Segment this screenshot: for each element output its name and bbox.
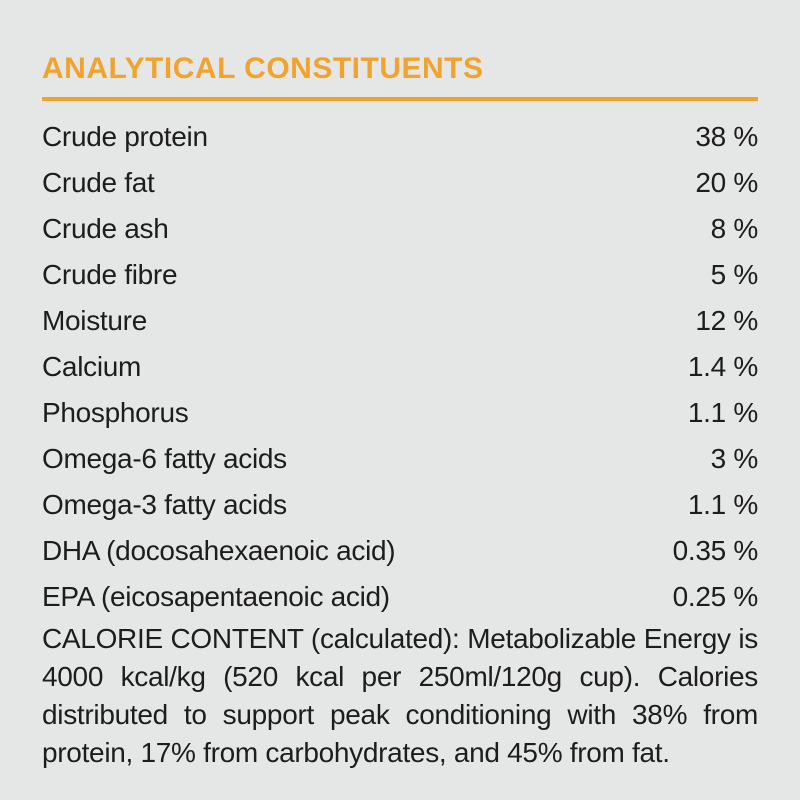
constituent-value: 8 % — [710, 213, 759, 244]
constituent-label: Crude fibre — [42, 259, 178, 290]
table-row: Crude ash 8 % — [42, 206, 758, 252]
constituent-label: DHA (docosahexaenoic acid) — [42, 535, 396, 566]
title-underline — [42, 97, 758, 101]
table-row: Omega-3 fatty acids 1.1 % — [42, 482, 758, 528]
table-row: Calcium 1.4 % — [42, 344, 758, 390]
constituent-value: 1.1 % — [687, 397, 758, 428]
constituents-table: Crude protein 38 % Crude fat 20 % Crude ash 8… — [42, 114, 758, 620]
constituent-value: 3 % — [710, 443, 759, 474]
constituent-value: 0.35 % — [672, 535, 759, 566]
table-row: Crude protein 38 % — [42, 114, 758, 160]
constituent-label: Omega-6 fatty acids — [42, 443, 287, 474]
constituent-label: Phosphorus — [42, 397, 189, 428]
constituent-value: 38 % — [695, 121, 758, 152]
table-row: Phosphorus 1.1 % — [42, 390, 758, 436]
table-row: DHA (docosahexaenoic acid) 0.35 % — [42, 528, 758, 574]
constituent-value: 12 % — [695, 305, 758, 336]
constituent-value: 5 % — [710, 259, 759, 290]
constituent-value: 1.1 % — [687, 489, 758, 520]
constituent-label: Calcium — [42, 351, 142, 382]
table-row: EPA (eicosapentaenoic acid) 0.25 % — [42, 574, 758, 620]
table-row: Crude fibre 5 % — [42, 252, 758, 298]
constituent-label: Crude protein — [42, 121, 208, 152]
calorie-content-note: CALORIE CONTENT (calculated): Metaboliza… — [42, 623, 758, 768]
table-row: Omega-6 fatty acids 3 % — [42, 436, 758, 482]
constituent-label: Crude fat — [42, 167, 155, 198]
table-row: Moisture 12 % — [42, 298, 758, 344]
constituent-label: Moisture — [42, 305, 147, 336]
table-row: Crude fat 20 % — [42, 160, 758, 206]
constituent-value: 0.25 % — [672, 581, 759, 612]
constituent-label: Omega-3 fatty acids — [42, 489, 287, 520]
constituent-label: Crude ash — [42, 213, 169, 244]
constituent-label: EPA (eicosapentaenoic acid) — [42, 581, 390, 612]
section-title: ANALYTICAL CONSTITUENTS — [42, 52, 484, 85]
constituent-value: 20 % — [695, 167, 758, 198]
constituent-value: 1.4 % — [687, 351, 758, 382]
